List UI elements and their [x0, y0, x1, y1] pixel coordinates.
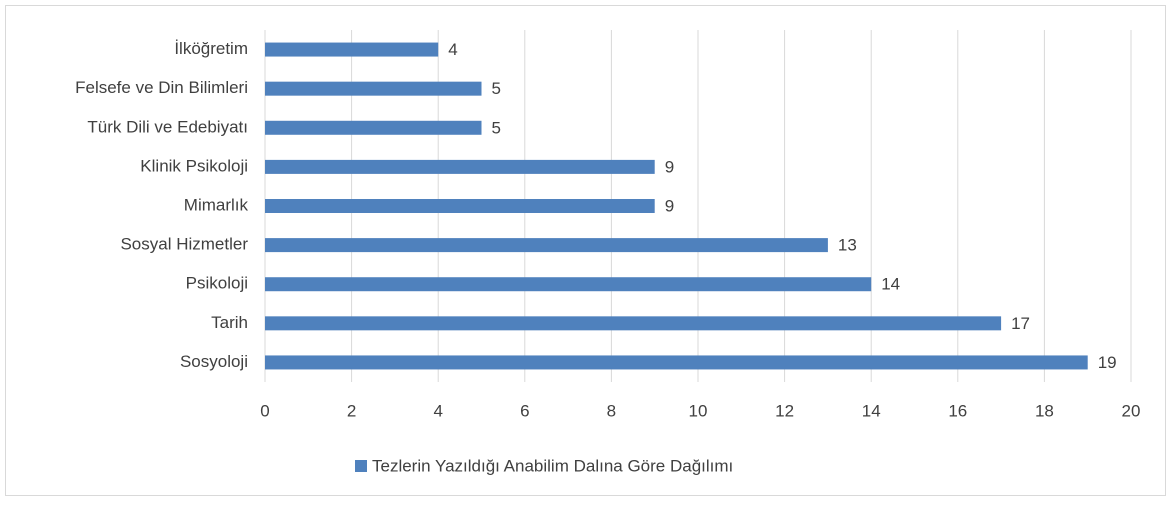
- y-tick-label: Felsefe ve Din Bilimleri: [75, 78, 248, 97]
- x-tick-label: 14: [862, 401, 881, 420]
- data-label: 9: [665, 196, 674, 215]
- bar: [265, 277, 872, 292]
- x-tick-label: 8: [607, 401, 616, 420]
- x-tick-label: 16: [948, 401, 967, 420]
- x-tick-label: 0: [260, 401, 269, 420]
- bar: [265, 316, 1002, 331]
- x-tick-label: 4: [433, 401, 442, 420]
- x-tick-label: 2: [347, 401, 356, 420]
- bar: [265, 355, 1088, 370]
- x-tick-label: 20: [1122, 401, 1141, 420]
- bar: [265, 238, 828, 253]
- y-tick-label: Sosyal Hizmetler: [120, 235, 248, 254]
- data-label: 4: [448, 40, 457, 59]
- data-label: 19: [1098, 353, 1117, 372]
- data-label: 5: [492, 118, 501, 137]
- x-tick-label: 6: [520, 401, 529, 420]
- data-label: 13: [838, 236, 857, 255]
- data-label: 5: [492, 79, 501, 98]
- data-label: 17: [1011, 314, 1030, 333]
- y-tick-label: İlköğretim: [174, 39, 248, 58]
- bar: [265, 159, 655, 174]
- data-label: 14: [881, 275, 900, 294]
- y-tick-label: Mimarlık: [184, 195, 249, 214]
- x-tick-label: 18: [1035, 401, 1054, 420]
- data-label: 9: [665, 157, 674, 176]
- legend-label: Tezlerin Yazıldığı Anabilim Dalına Göre …: [372, 456, 733, 475]
- x-tick-label: 12: [775, 401, 794, 420]
- bar: [265, 42, 439, 57]
- y-tick-label: Sosyoloji: [180, 352, 248, 371]
- y-tick-label: Tarih: [211, 313, 248, 332]
- bar: [265, 199, 655, 213]
- y-tick-label: Klinik Psikoloji: [140, 156, 248, 175]
- legend-swatch: [355, 460, 367, 472]
- x-tick-label: 10: [689, 401, 708, 420]
- y-tick-label: Psikoloji: [186, 274, 248, 293]
- bar: [265, 120, 482, 135]
- bar: [265, 81, 482, 96]
- y-tick-label: Türk Dili ve Edebiyatı: [87, 117, 248, 136]
